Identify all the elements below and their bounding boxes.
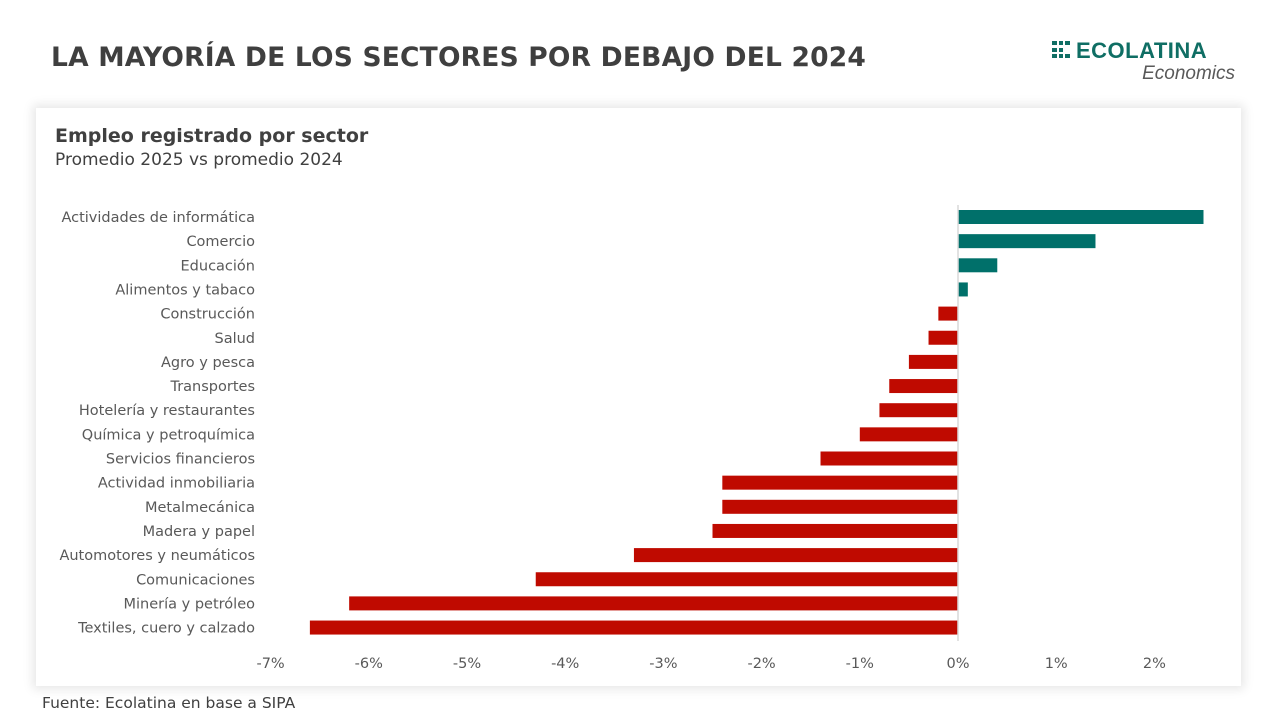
x-tick-label: -2% <box>747 656 775 672</box>
category-label: Madera y papel <box>143 524 255 540</box>
category-label: Agro y pesca <box>161 355 255 371</box>
logo-subtitle: Economics <box>1142 63 1235 84</box>
x-tick-label: -1% <box>846 656 874 672</box>
bar <box>633 548 958 563</box>
chart-card <box>36 108 1241 686</box>
bar <box>712 523 958 538</box>
category-label: Textiles, cuero y calzado <box>77 621 255 637</box>
category-label: Automotores y neumáticos <box>59 548 255 564</box>
bar <box>958 282 968 297</box>
bar <box>928 330 958 345</box>
category-label: Comercio <box>186 234 255 250</box>
x-tick-label: -3% <box>649 656 677 672</box>
bar <box>938 306 958 321</box>
category-label: Construcción <box>160 307 255 323</box>
grid-squares-icon <box>1052 41 1072 59</box>
category-label: Salud <box>214 331 255 347</box>
source-note: Fuente: Ecolatina en base a SIPA <box>42 694 296 712</box>
bar <box>349 596 958 611</box>
category-label: Educación <box>181 258 255 274</box>
ecolatina-logo: ECOLATINA Economics <box>1052 38 1238 88</box>
category-label: Hotelería y restaurantes <box>79 403 255 419</box>
bar <box>879 403 958 418</box>
bar <box>722 475 958 490</box>
bar <box>722 499 958 514</box>
category-label: Metalmecánica <box>145 500 255 516</box>
chart-title: Empleo registrado por sector <box>55 125 369 147</box>
x-tick-label: 1% <box>1045 656 1068 672</box>
x-tick-label: -6% <box>355 656 383 672</box>
x-tick-label: -4% <box>551 656 579 672</box>
bar <box>889 379 958 394</box>
chart-subtitle: Promedio 2025 vs promedio 2024 <box>55 150 343 170</box>
page-title: LA MAYORÍA DE LOS SECTORES POR DEBAJO DE… <box>51 42 867 73</box>
category-label: Alimentos y tabaco <box>115 282 255 298</box>
bar <box>820 451 958 466</box>
category-labels: Actividades de informática Comercio Educac… <box>59 210 255 637</box>
category-label: Comunicaciones <box>136 572 255 588</box>
bars-layer <box>309 210 1204 635</box>
x-tick-label: 0% <box>946 656 969 672</box>
bar <box>908 354 958 369</box>
bar <box>958 258 998 273</box>
x-tick-label: 2% <box>1143 656 1166 672</box>
x-tick-label: -7% <box>256 656 284 672</box>
bar <box>859 427 958 442</box>
category-label: Minería y petróleo <box>124 596 256 612</box>
logo-name: ECOLATINA <box>1076 38 1208 63</box>
category-label: Servicios financieros <box>106 452 255 468</box>
category-label: Transportes <box>169 379 255 395</box>
bar <box>958 210 1204 224</box>
bar <box>958 234 1096 249</box>
x-tick-labels: -7% -6% -5% -4% -3% -2% -1% 0% 1% 2% <box>256 656 1165 672</box>
x-tick-label: -5% <box>453 656 481 672</box>
bar <box>535 572 958 587</box>
category-label: Actividades de informática <box>61 210 255 226</box>
bar <box>309 620 958 635</box>
category-label: Química y petroquímica <box>82 427 255 443</box>
category-label: Actividad inmobiliaria <box>98 476 255 492</box>
